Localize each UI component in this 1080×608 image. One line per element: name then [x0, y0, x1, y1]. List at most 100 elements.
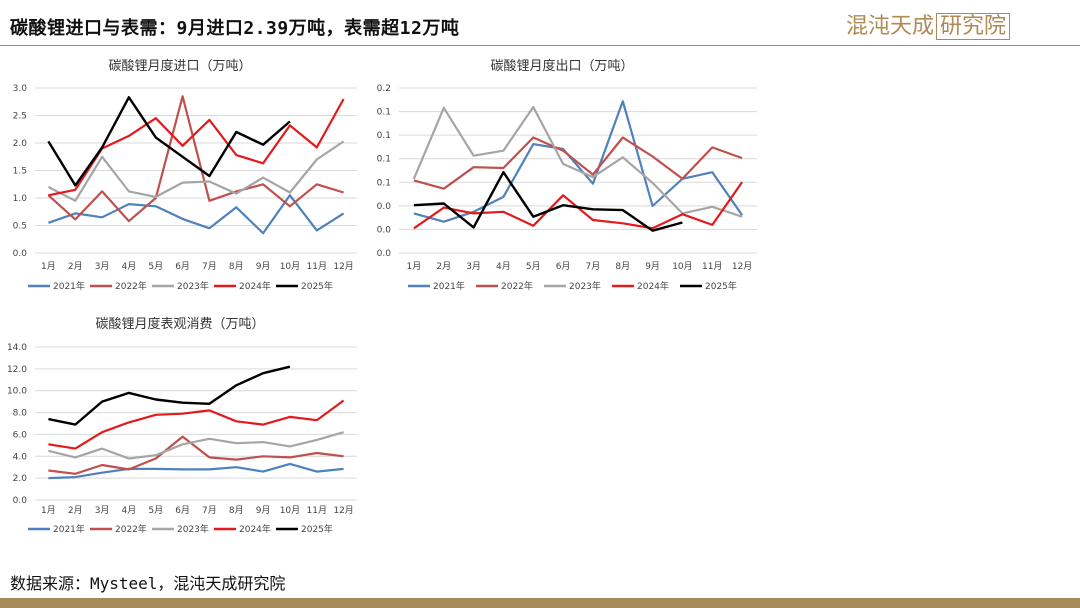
legend-label: 2024年	[637, 280, 669, 292]
series-line-2022	[413, 136, 743, 190]
series-line-2022	[47, 95, 344, 223]
legend-label: 2023年	[569, 280, 601, 292]
legend-label: 2023年	[177, 280, 209, 292]
legend-label: 2023年	[177, 523, 209, 535]
x-tick-label: 5月	[148, 261, 163, 272]
chart-title: 碳酸锂月度出口（万吨）	[490, 58, 633, 74]
x-tick-label: 3月	[466, 261, 481, 272]
x-tick-label: 12月	[732, 261, 752, 272]
x-tick-label: 3月	[95, 261, 110, 272]
y-tick-label: 0.0	[377, 202, 392, 212]
legend-label: 2024年	[239, 280, 271, 292]
x-tick-label: 10月	[280, 261, 300, 272]
series-line-2024	[48, 399, 345, 450]
legend-label: 2022年	[501, 280, 533, 292]
series-line-2025	[48, 365, 291, 426]
y-tick-label: 2.5	[13, 112, 27, 122]
series-line-2023	[412, 105, 743, 218]
y-tick-label: 0.5	[13, 222, 27, 232]
x-tick-label: 9月	[256, 505, 271, 516]
x-tick-label: 11月	[702, 261, 722, 272]
chart-title: 碳酸锂月度进口（万吨）	[108, 58, 251, 74]
legend-label: 2022年	[115, 523, 147, 535]
x-tick-label: 8月	[229, 505, 244, 516]
legend-label: 2025年	[705, 280, 737, 292]
y-tick-label: 3.0	[13, 84, 28, 94]
x-tick-label: 8月	[615, 261, 630, 272]
x-tick-label: 12月	[333, 261, 353, 272]
legend-label: 2025年	[301, 280, 333, 292]
series-line-2025	[47, 96, 291, 187]
y-tick-label: 0.0	[13, 496, 28, 506]
y-tick-label: 0.0	[377, 249, 392, 259]
y-tick-label: 4.0	[13, 452, 28, 462]
x-tick-label: 2月	[68, 505, 83, 516]
x-tick-label: 7月	[202, 261, 217, 272]
y-tick-label: 0.0	[377, 225, 392, 235]
y-tick-label: 14.0	[7, 343, 27, 353]
y-tick-label: 0.1	[377, 155, 391, 165]
x-tick-label: 2月	[68, 261, 83, 272]
y-tick-label: 1.5	[13, 167, 27, 177]
x-tick-label: 1月	[41, 261, 56, 272]
series-line-2024	[413, 181, 744, 230]
x-tick-label: 2月	[436, 261, 451, 272]
x-tick-label: 9月	[645, 261, 660, 272]
brand-logo: 混沌天成 研究院	[846, 8, 1011, 40]
x-tick-label: 6月	[175, 505, 190, 516]
header-divider	[0, 45, 1080, 46]
legend-label: 2021年	[53, 523, 85, 535]
y-tick-label: 0.0	[13, 249, 28, 259]
x-tick-label: 4月	[496, 261, 511, 272]
x-tick-label: 4月	[122, 261, 137, 272]
series-line-2023	[47, 140, 345, 202]
series-line-2021	[48, 462, 344, 480]
y-tick-label: 0.1	[377, 131, 391, 141]
page-header: 碳酸锂进口与表需：9月进口2.39万吨，表需超12万吨 混沌天成 研究院	[0, 0, 1080, 46]
x-tick-label: 8月	[229, 261, 244, 272]
x-tick-label: 11月	[307, 505, 327, 516]
legend-label: 2024年	[239, 523, 271, 535]
x-tick-label: 1月	[41, 505, 56, 516]
x-tick-label: 5月	[148, 505, 163, 516]
x-tick-label: 11月	[307, 261, 327, 272]
x-tick-label: 12月	[333, 505, 353, 516]
x-tick-label: 10月	[280, 505, 300, 516]
series-line-2023	[48, 431, 344, 460]
x-tick-label: 10月	[672, 261, 692, 272]
y-tick-label: 12.0	[7, 365, 27, 375]
chart-title: 碳酸锂月度表观消费（万吨）	[95, 316, 264, 332]
y-tick-label: 0.2	[377, 84, 391, 94]
legend-label: 2022年	[115, 280, 147, 292]
series-line-2021	[48, 194, 345, 235]
y-tick-label: 10.0	[7, 387, 27, 397]
x-tick-label: 1月	[407, 261, 422, 272]
series-line-2025	[413, 171, 683, 232]
y-tick-label: 2.0	[13, 474, 28, 484]
export-chart: 碳酸锂月度出口（万吨） 0.0 0.0 0.0 0.1 0.1 0.1 0.1 0.2 1月 2月 3…	[362, 50, 762, 300]
x-tick-label: 9月	[256, 261, 271, 272]
import-chart: 碳酸锂月度进口（万吨） 0.0 0.5 1.0 1.5 2.0 2.5 3.0 1月 2月 3月 4月…	[0, 50, 370, 300]
series-line-2022	[48, 435, 344, 475]
x-tick-label: 7月	[202, 505, 217, 516]
chart-svg: 碳酸锂月度表观消费（万吨） 0.0 2.0 4.0 6.0 8.0 10.0 12.0 14.0…	[7, 316, 357, 535]
y-tick-label: 1.0	[13, 194, 28, 204]
y-tick-label: 2.0	[13, 139, 28, 149]
y-tick-label: 8.0	[13, 409, 28, 419]
brand-name: 混沌天成	[846, 14, 935, 39]
x-tick-label: 7月	[586, 261, 601, 272]
legend-label: 2025年	[301, 523, 333, 535]
legend-label: 2021年	[433, 280, 465, 292]
chart-svg: 碳酸锂月度出口（万吨） 0.0 0.0 0.0 0.1 0.1 0.1 0.1 0.2 1月 2月 3…	[377, 58, 757, 292]
x-tick-label: 6月	[556, 261, 571, 272]
consumption-chart: 碳酸锂月度表观消费（万吨） 0.0 2.0 4.0 6.0 8.0 10.0 12.0 14.0…	[0, 310, 370, 545]
x-tick-label: 6月	[175, 261, 190, 272]
source-note: 数据来源：Mysteel，混沌天成研究院	[10, 574, 286, 593]
x-tick-label: 3月	[95, 505, 110, 516]
chart-svg: 碳酸锂月度进口（万吨） 0.0 0.5 1.0 1.5 2.0 2.5 3.0 1月 2月 3月 4月…	[13, 58, 357, 292]
page-title: 碳酸锂进口与表需：9月进口2.39万吨，表需超12万吨	[10, 18, 460, 39]
x-tick-label: 4月	[122, 505, 137, 516]
x-tick-label: 5月	[526, 261, 541, 272]
y-tick-label: 6.0	[13, 430, 28, 440]
y-tick-label: 0.1	[377, 108, 391, 118]
